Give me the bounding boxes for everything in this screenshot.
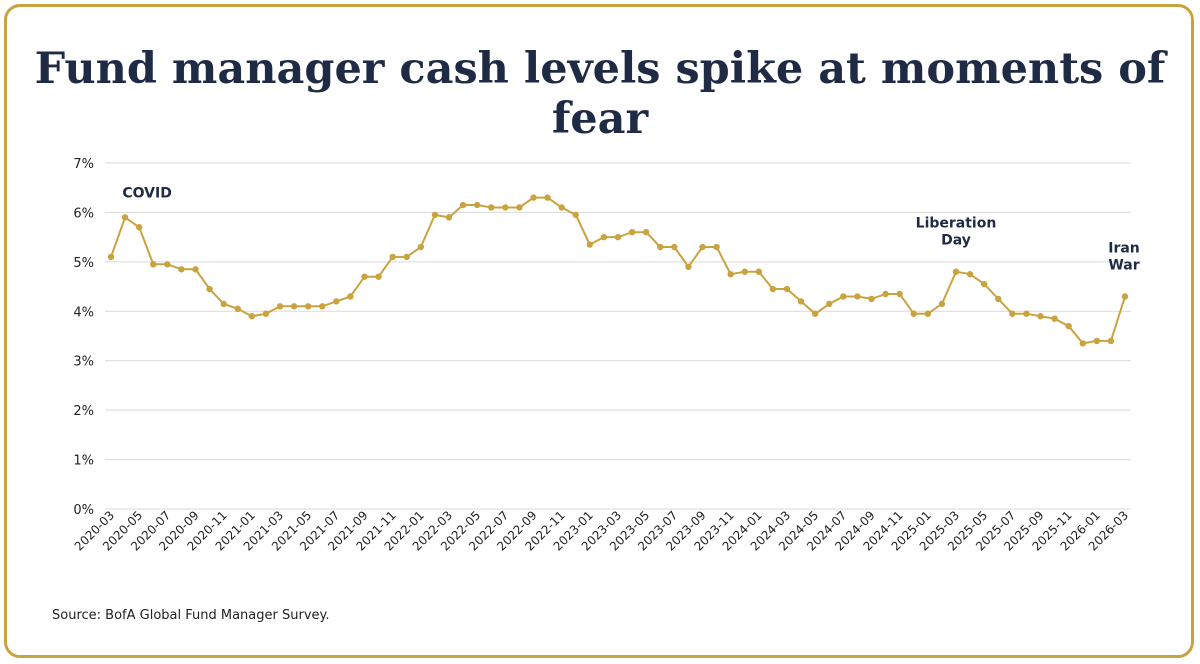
data-point: [854, 293, 861, 300]
data-point: [586, 241, 594, 248]
data-point: [375, 273, 382, 280]
y-axis-ticks: 0% 1% 2% 3% 4% 5% 6% 7%: [73, 157, 94, 518]
data-point: [642, 229, 650, 236]
data-point: [727, 271, 734, 278]
y-tick-label: 5%: [73, 256, 94, 271]
data-point: [150, 261, 157, 268]
data-point: [1023, 310, 1030, 317]
data-point: [361, 273, 368, 280]
data-point: [685, 263, 692, 270]
data-point: [220, 300, 227, 308]
data-point: [164, 261, 171, 268]
data-point: [319, 303, 326, 310]
data-point: [502, 204, 509, 211]
y-tick-label: 2%: [73, 404, 94, 419]
data-point: [248, 313, 256, 320]
data-point: [1121, 293, 1129, 300]
data-point: [741, 268, 748, 275]
data-point: [1037, 313, 1044, 320]
data-point: [445, 214, 453, 221]
data-point: [530, 194, 537, 201]
data-point: [290, 303, 298, 310]
data-point: [840, 293, 847, 300]
data-point: [347, 293, 354, 300]
data-point: [459, 201, 467, 209]
data-point: [600, 233, 608, 241]
data-point: [262, 310, 270, 317]
annotation-label: War: [1108, 257, 1139, 273]
annotation-label: Day: [941, 233, 971, 249]
data-point: [121, 214, 129, 221]
data-point: [783, 285, 791, 293]
data-point: [938, 300, 946, 308]
data-point: [473, 201, 481, 209]
data-point: [769, 285, 777, 293]
data-point: [896, 290, 903, 298]
data-point: [431, 211, 439, 219]
data-point: [1093, 337, 1101, 345]
x-axis-ticks: 2020-032020-052020-072020-092020-112021-…: [72, 508, 1131, 553]
data-point: [417, 243, 425, 251]
annotation-label: COVID: [122, 185, 171, 201]
data-point: [389, 253, 396, 261]
source-note: Source: BofA Global Fund Manager Survey.: [52, 608, 330, 623]
data-point: [403, 253, 410, 261]
data-point: [572, 211, 579, 219]
data-point: [995, 295, 1002, 303]
card-frame: [4, 4, 1194, 658]
data-point: [192, 266, 199, 273]
data-point: [1065, 322, 1072, 330]
data-point: [516, 204, 523, 211]
data-point: [671, 243, 678, 251]
y-tick-label: 7%: [73, 157, 94, 172]
data-point: [107, 253, 115, 261]
y-tick-label: 3%: [73, 355, 94, 370]
chart-title: Fund manager cash levels spike at moment…: [34, 44, 1166, 144]
data-point: [952, 268, 960, 275]
data-point: [1051, 315, 1058, 322]
data-point: [882, 290, 889, 298]
series-points: [107, 194, 1129, 347]
annotation-label: Iran: [1108, 240, 1140, 256]
data-point: [628, 229, 636, 236]
data-point: [713, 243, 720, 251]
data-point: [558, 204, 565, 211]
data-point: [699, 243, 706, 251]
grid-lines: [105, 162, 1131, 510]
data-point: [797, 298, 805, 305]
data-point: [614, 233, 622, 241]
y-tick-label: 1%: [73, 454, 94, 469]
data-point: [826, 300, 833, 308]
data-point: [910, 310, 917, 317]
data-point: [657, 243, 664, 251]
annotation-label: Liberation: [916, 216, 997, 232]
data-point: [868, 295, 875, 303]
data-point: [980, 280, 988, 288]
data-point: [178, 266, 185, 273]
data-point: [924, 310, 932, 317]
data-point: [304, 303, 312, 310]
data-point: [488, 204, 495, 211]
y-tick-label: 4%: [73, 305, 94, 320]
data-point: [1079, 340, 1086, 347]
data-point: [333, 298, 340, 305]
data-point: [276, 303, 284, 310]
data-point: [206, 285, 213, 293]
line-chart: 0% 1% 2% 3% 4% 5% 6% 7% 2020-032020-052020-0720…: [72, 157, 1140, 554]
y-tick-label: 0%: [73, 503, 94, 518]
data-point: [966, 271, 974, 278]
y-tick-label: 6%: [73, 206, 94, 221]
data-point: [1009, 310, 1016, 317]
data-point: [135, 224, 143, 231]
data-point: [755, 268, 763, 275]
data-point: [544, 194, 551, 201]
data-point: [1107, 337, 1115, 345]
data-point: [234, 305, 241, 313]
data-point: [811, 310, 819, 317]
